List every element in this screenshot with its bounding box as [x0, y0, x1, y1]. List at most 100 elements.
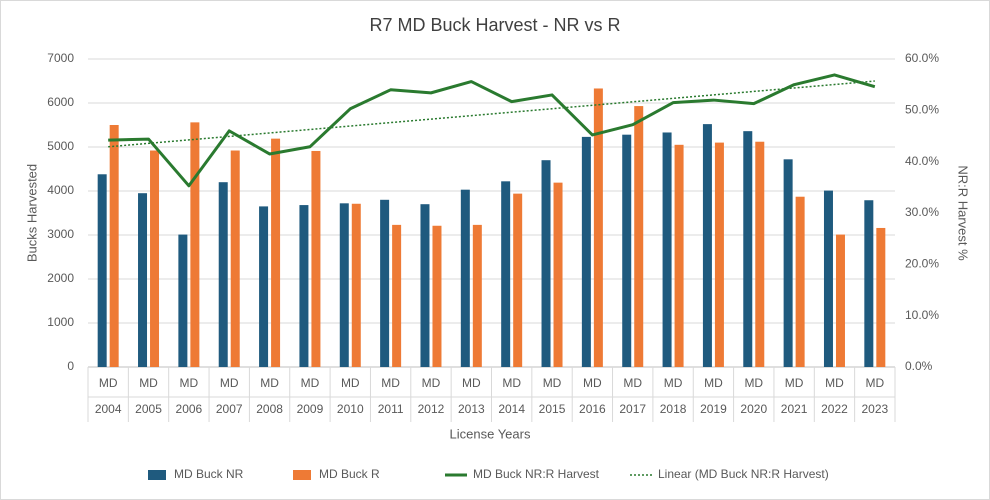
bar	[743, 131, 753, 367]
x-group-label: MD	[220, 376, 239, 390]
bar	[339, 203, 349, 367]
legend-label: MD Buck NR:R Harvest	[473, 467, 600, 481]
bar	[178, 234, 188, 367]
x-tick-label: 2007	[216, 402, 243, 416]
y2-tick-label: 40.0%	[905, 154, 939, 168]
bar	[581, 136, 591, 367]
bar	[420, 204, 430, 367]
y-tick-label: 4000	[47, 183, 74, 197]
bar	[662, 132, 672, 367]
bar	[714, 142, 724, 367]
bar	[230, 150, 240, 367]
y-tick-label: 2000	[47, 271, 74, 285]
bar	[702, 124, 712, 368]
x-tick-label: 2012	[418, 402, 445, 416]
bar	[553, 182, 563, 367]
y2-tick-label: 60.0%	[905, 51, 939, 65]
bar	[835, 234, 845, 367]
x-tick-label: 2010	[337, 402, 364, 416]
x-tick-label: 2005	[135, 402, 162, 416]
x-group-label: MD	[462, 376, 481, 390]
x-tick-label: 2014	[498, 402, 525, 416]
x-group-label: MD	[260, 376, 279, 390]
y2-axis-title: NR:R Harvest %	[956, 165, 971, 261]
bar	[501, 181, 511, 367]
y2-tick-label: 10.0%	[905, 308, 939, 322]
x-group-label: MD	[139, 376, 158, 390]
x-tick-label: 2006	[176, 402, 203, 416]
legend-swatch	[293, 470, 311, 480]
y-tick-label: 3000	[47, 227, 74, 241]
bar	[311, 150, 321, 367]
bar	[783, 159, 793, 367]
x-group-label: MD	[865, 376, 884, 390]
bar	[876, 227, 886, 367]
bar	[218, 182, 228, 367]
bar	[541, 160, 551, 367]
bar	[259, 206, 269, 367]
bar	[109, 125, 119, 367]
bar	[432, 225, 442, 367]
x-group-label: MD	[583, 376, 602, 390]
x-tick-label: 2022	[821, 402, 848, 416]
x-group-label: MD	[99, 376, 118, 390]
x-tick-label: 2019	[700, 402, 727, 416]
x-axis-title: License Years	[450, 426, 531, 441]
legend-label: MD Buck R	[319, 467, 380, 481]
x-group-label: MD	[785, 376, 804, 390]
bar	[299, 205, 309, 367]
x-tick-label: 2021	[781, 402, 808, 416]
x-tick-label: 2017	[619, 402, 646, 416]
bar	[864, 200, 874, 367]
x-group-label: MD	[744, 376, 763, 390]
y-tick-label: 6000	[47, 95, 74, 109]
x-group-label: MD	[301, 376, 320, 390]
bar	[271, 138, 281, 367]
x-group-label: MD	[422, 376, 441, 390]
bar	[392, 224, 402, 367]
bar	[138, 193, 148, 367]
bar	[823, 190, 833, 367]
x-group-label: MD	[825, 376, 844, 390]
x-group-label: MD	[543, 376, 562, 390]
y2-tick-label: 0.0%	[905, 359, 933, 373]
bar	[351, 203, 361, 367]
bar	[380, 199, 390, 367]
x-group-label: MD	[502, 376, 521, 390]
x-tick-label: 2008	[256, 402, 283, 416]
x-group-label: MD	[664, 376, 683, 390]
x-tick-label: 2023	[861, 402, 888, 416]
y-tick-label: 5000	[47, 139, 74, 153]
x-group-label: MD	[704, 376, 723, 390]
y2-tick-label: 50.0%	[905, 103, 939, 117]
x-group-label: MD	[623, 376, 642, 390]
y-axis-title: Bucks Harvested	[24, 164, 39, 262]
bar	[674, 144, 684, 367]
bar	[460, 189, 470, 367]
bar	[472, 224, 482, 367]
legend-label: Linear (MD Buck NR:R Harvest)	[658, 467, 829, 481]
x-group-label: MD	[341, 376, 360, 390]
x-tick-label: 2015	[539, 402, 566, 416]
bar	[150, 150, 160, 367]
bar	[755, 141, 765, 367]
x-tick-label: 2016	[579, 402, 606, 416]
y2-tick-label: 20.0%	[905, 257, 939, 271]
x-tick-label: 2013	[458, 402, 485, 416]
bar	[622, 134, 632, 367]
x-tick-label: 2009	[297, 402, 324, 416]
bar	[513, 193, 523, 367]
x-tick-label: 2018	[660, 402, 687, 416]
bar	[795, 196, 805, 367]
chart-title: R7 MD Buck Harvest - NR vs R	[369, 15, 620, 35]
y-tick-label: 7000	[47, 51, 74, 65]
y2-tick-label: 30.0%	[905, 205, 939, 219]
x-tick-label: 2011	[378, 402, 404, 416]
y-tick-label: 0	[67, 359, 74, 373]
legend-swatch	[148, 470, 166, 480]
y-tick-label: 1000	[47, 315, 74, 329]
bar	[190, 122, 200, 367]
bar	[97, 174, 107, 367]
line	[108, 73, 876, 188]
